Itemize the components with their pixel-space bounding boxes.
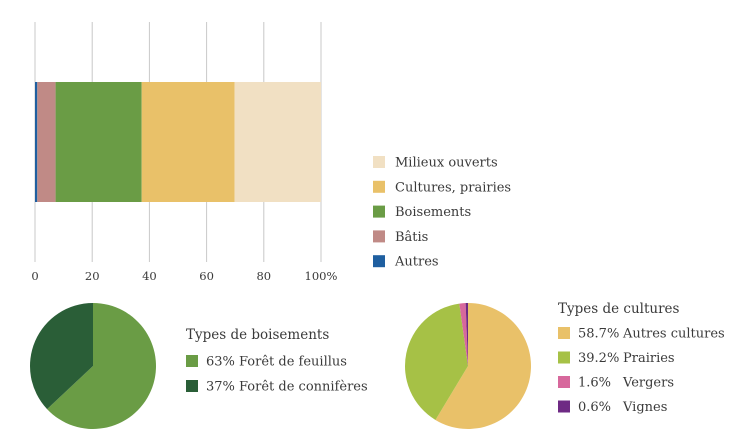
legend-swatch-prairies: [558, 351, 570, 364]
x-tick-label: 60: [199, 269, 214, 283]
legend-swatch-milieux-ouverts: [373, 156, 385, 168]
legend-label-autres: Autres: [394, 255, 439, 270]
legend-label-vergers: Vergers: [622, 376, 674, 391]
legend-pct-foret-de-feuillus: 63%: [206, 355, 235, 370]
x-tick-label: 20: [85, 269, 100, 283]
legend-swatch-autres-cultures: [558, 327, 570, 339]
x-tick-label: 100%: [305, 269, 338, 283]
pie-slice-autres-cultures: [435, 303, 531, 430]
bar-segment-milieux-ouverts: [234, 82, 321, 202]
legend-swatch-autres: [373, 255, 385, 268]
legend-swatch-foret-de-feuillus: [186, 355, 198, 367]
pie-slice-vergers: [459, 303, 468, 366]
pie-cultures-title: Types de cultures: [558, 301, 680, 317]
legend-swatch-batis: [373, 230, 385, 243]
pie-slice-foret-de-feuillus: [47, 303, 156, 429]
legend-label-boisements: Boisements: [395, 205, 471, 220]
legend-swatch-cultures-prairies: [373, 180, 385, 193]
legend-label-foret-de-feuillus: Forêt de feuillus: [239, 355, 347, 370]
legend-swatch-foret-de-conniferes: [186, 380, 198, 392]
pie-boisements: [29, 303, 156, 429]
legend-label-batis: Bâtis: [395, 230, 428, 245]
pie-slice-prairies: [404, 303, 468, 420]
pie-cultures: [404, 303, 531, 430]
x-tick-label: 80: [256, 269, 271, 283]
legend-label-prairies: Prairies: [623, 351, 675, 366]
legend-pct-prairies: 39.2%: [578, 351, 619, 366]
bar-segment-autres: [35, 82, 38, 202]
bar-segment-boisements: [55, 82, 142, 202]
legend-pct-foret-de-conniferes: 37%: [206, 380, 235, 395]
legend-pct-vignes: 0.6%: [578, 400, 611, 415]
x-tick-label: 0: [31, 269, 38, 283]
pie-slice-vignes: [465, 303, 468, 366]
pie-slice-foret-de-conniferes: [29, 303, 94, 410]
legend-label-foret-de-conniferes: Forêt de connifères: [239, 380, 368, 395]
bar-legend: Milieux ouverts Cultures, prairies Boiseme…: [373, 156, 511, 270]
legend-label-milieux-ouverts: Milieux ouverts: [395, 156, 498, 171]
legend-pct-vergers: 1.6%: [578, 376, 611, 391]
bar-segment-cultures-prairies: [141, 82, 235, 202]
legend-label-vignes: Vignes: [622, 400, 667, 415]
legend-pct-autres-cultures: 58.7%: [578, 327, 619, 342]
pie-boisements-title: Types de boisements: [186, 327, 329, 343]
legend-swatch-vergers: [558, 376, 570, 388]
bar-segment-batis: [37, 82, 56, 202]
legend-label-cultures-prairies: Cultures, prairies: [395, 180, 511, 195]
legend-label-autres-cultures: Autres cultures: [622, 327, 725, 342]
x-axis-ticks: 0 20 40 60 80 100%: [31, 269, 337, 283]
pie-boisements-legend: 63% Forêt de feuillus 37% Forêt de connifèr…: [186, 355, 368, 395]
legend-swatch-boisements: [373, 205, 385, 218]
stacked-bar: [35, 82, 321, 202]
legend-swatch-vignes: [558, 400, 570, 413]
x-tick-label: 40: [142, 269, 157, 283]
